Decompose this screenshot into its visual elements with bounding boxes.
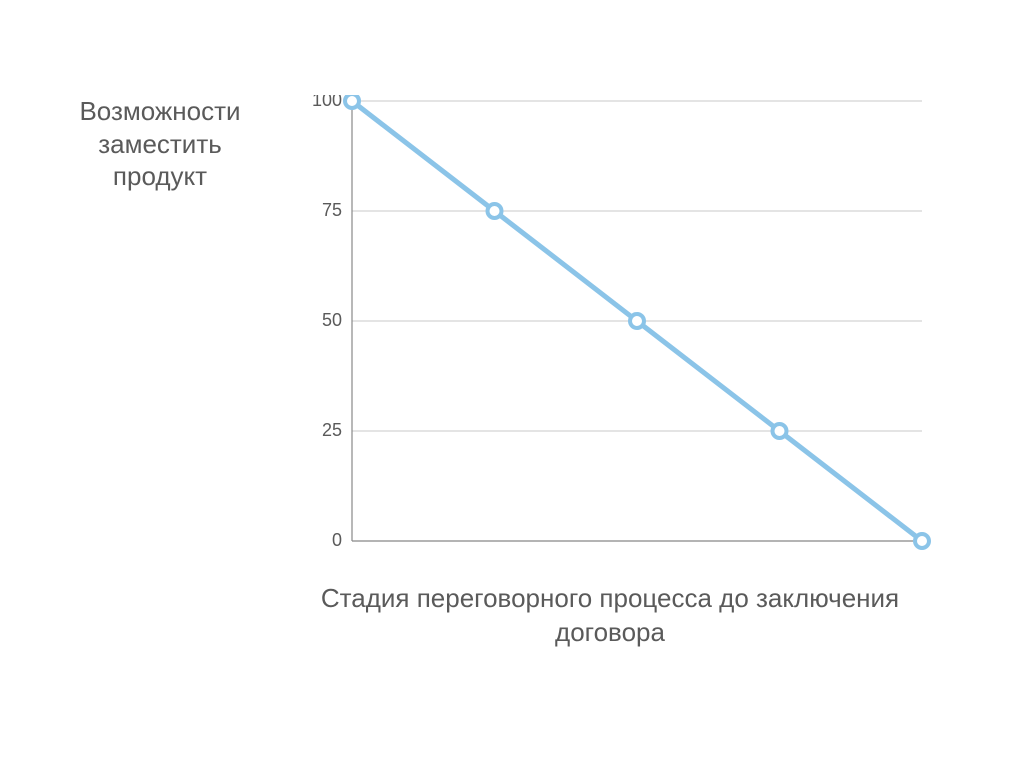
x-axis-title: Стадия переговорного процесса до заключе… [290, 582, 930, 650]
data-marker [630, 314, 644, 328]
y-tick-label: 25 [322, 420, 342, 440]
data-marker [488, 204, 502, 218]
y-axis-title: Возможности заместить продукт [60, 95, 260, 193]
data-marker [345, 95, 359, 108]
y-tick-label: 50 [322, 310, 342, 330]
y-tick-label: 0 [332, 530, 342, 550]
y-tick-label: 75 [322, 200, 342, 220]
y-tick-label: 100 [312, 95, 342, 110]
data-marker [773, 424, 787, 438]
data-marker [915, 534, 929, 548]
line-chart: 0255075100 [310, 95, 910, 545]
